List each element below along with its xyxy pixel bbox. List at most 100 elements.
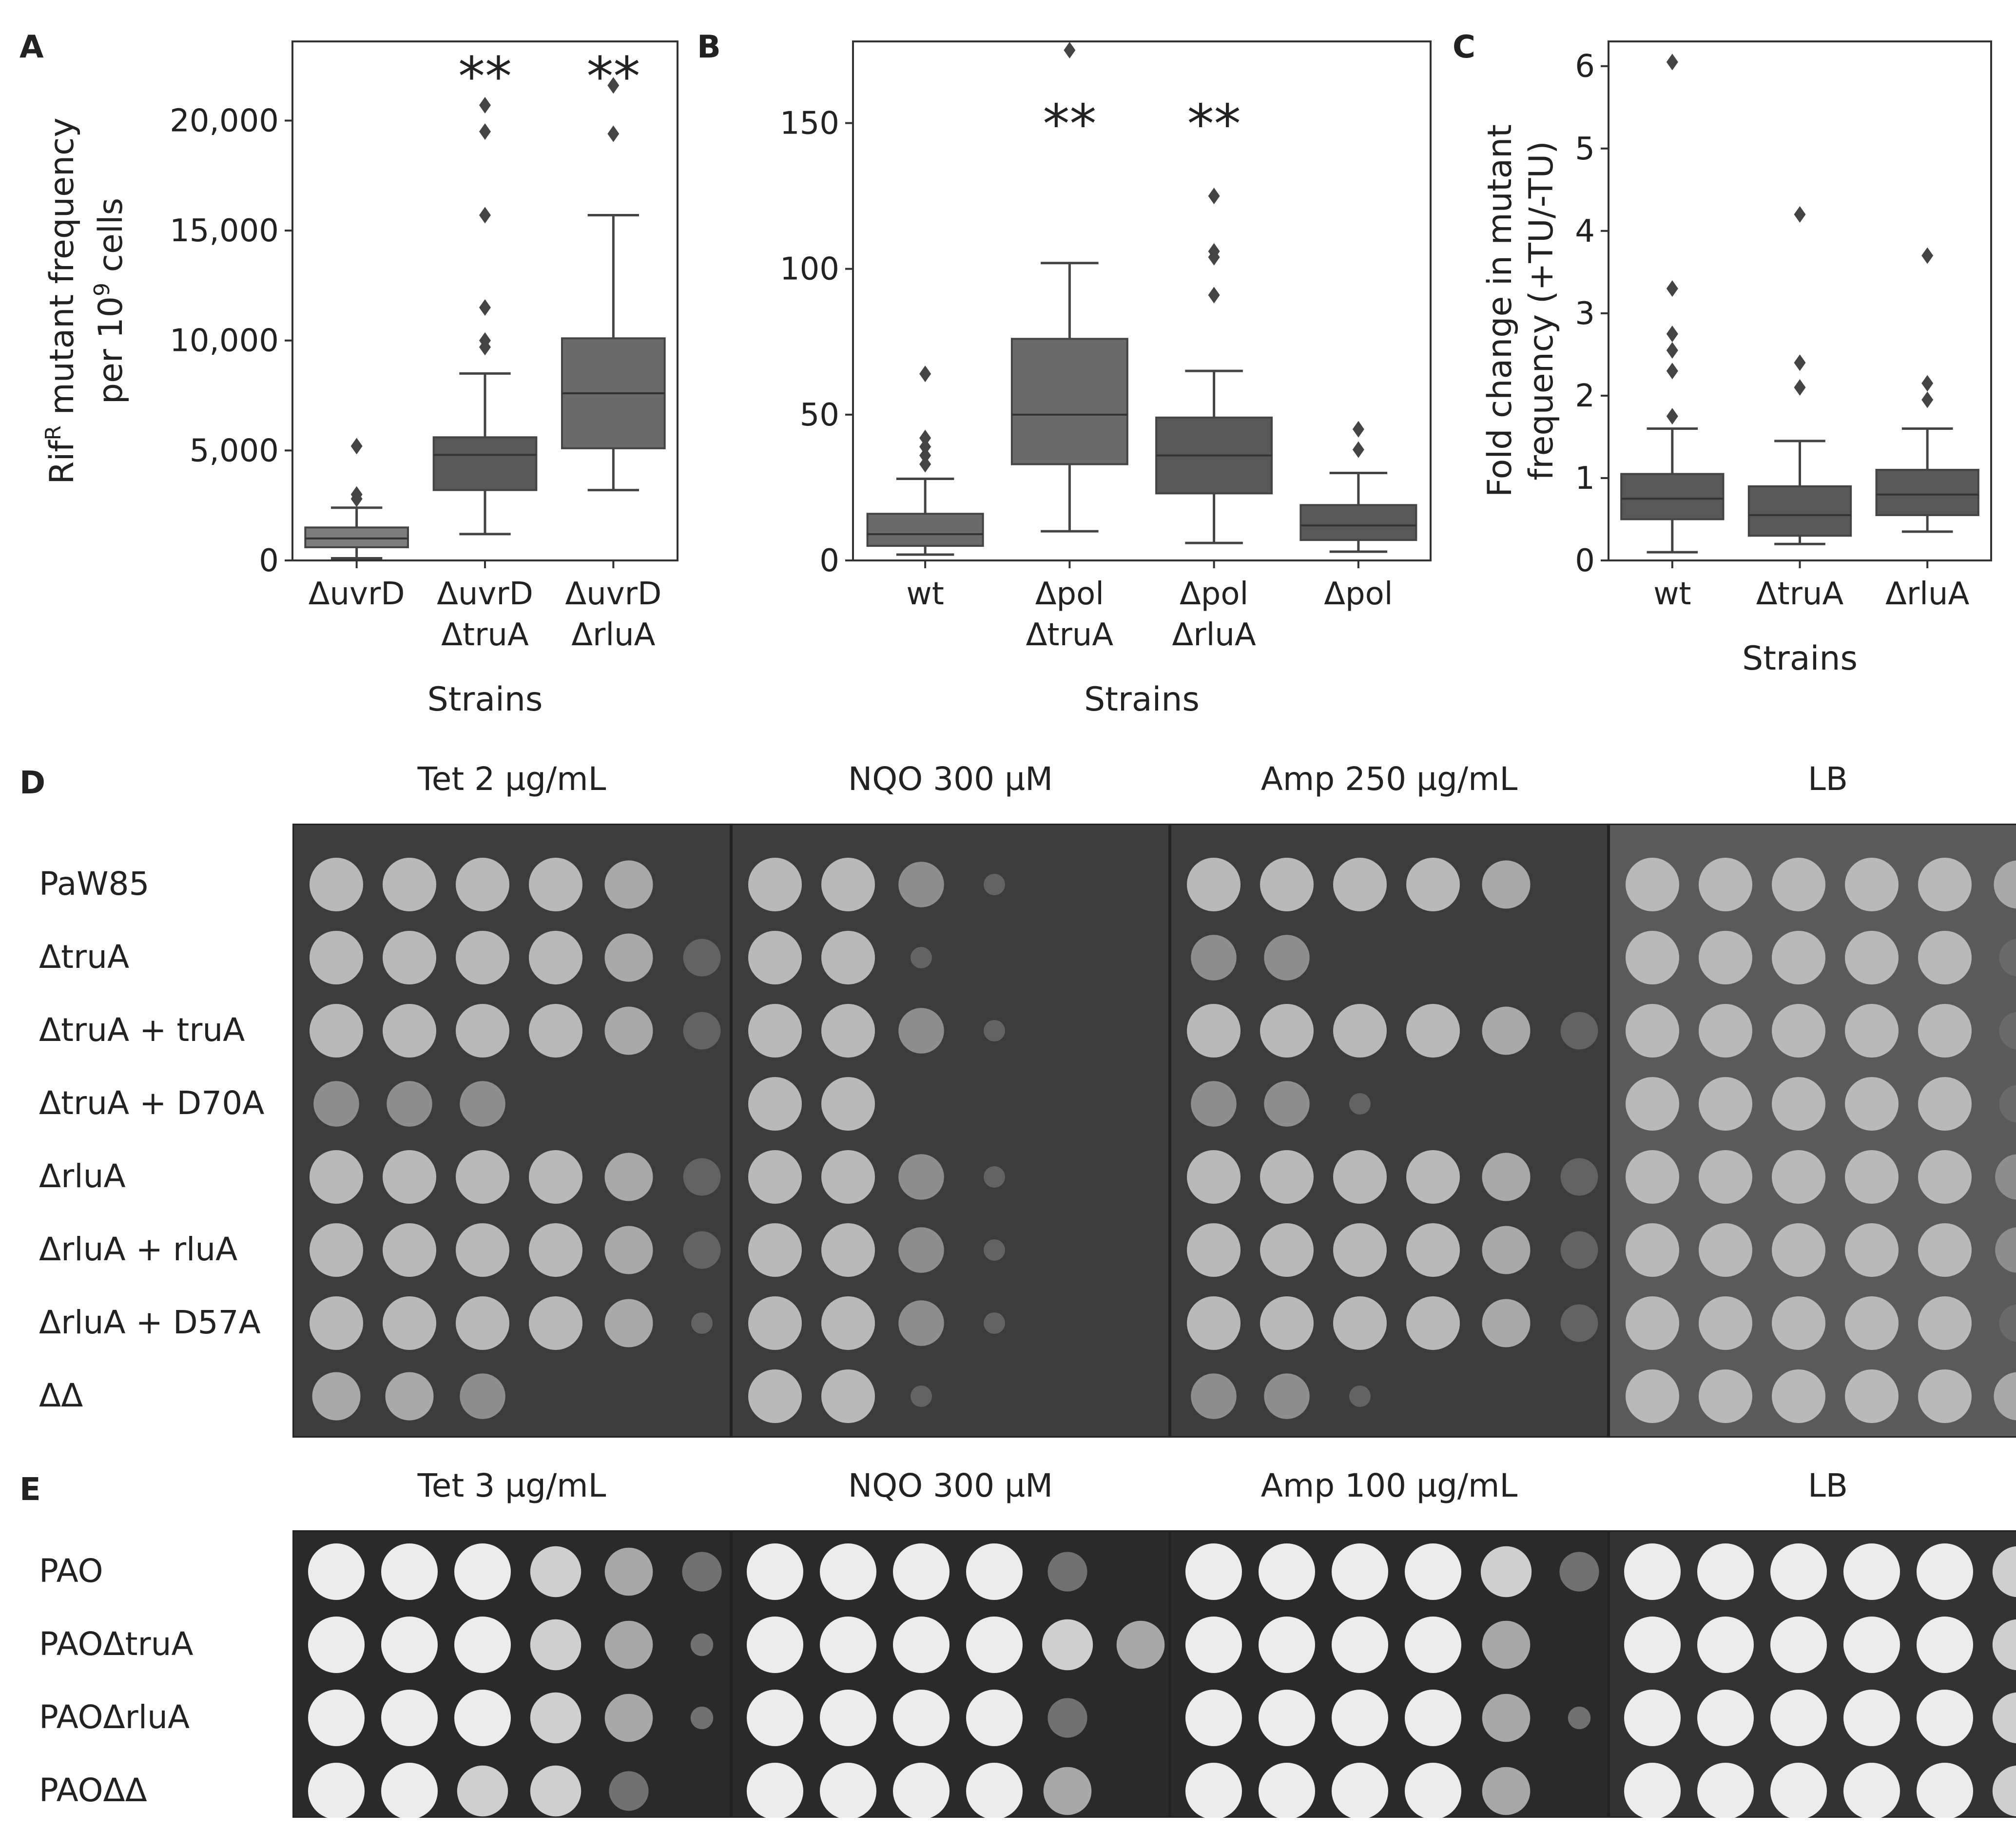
strain-label: ΔrluA + D57A — [39, 1304, 261, 1341]
y-tick-label: 150 — [780, 106, 839, 142]
outlier-point — [919, 456, 931, 473]
x-tick-label: ΔuvrD — [437, 576, 533, 612]
colony-spot — [1626, 1369, 1679, 1423]
outlier-point — [350, 438, 363, 455]
colony-spot — [387, 1081, 432, 1127]
panel-letter-e: E — [19, 1472, 41, 1508]
y-tick-label: 1 — [1575, 461, 1595, 497]
colony-spot — [1626, 1296, 1679, 1350]
colony-spot — [1843, 1617, 1900, 1673]
colony-spot — [1560, 1231, 1598, 1269]
colony-spot — [748, 1004, 802, 1058]
strain-label: ΔrluA + rluA — [39, 1231, 238, 1268]
x-tick-label: Δpol — [1324, 576, 1393, 612]
colony-spot — [893, 1543, 950, 1600]
colony-spot — [683, 1012, 721, 1050]
x-tick-label: ΔrluA — [1172, 617, 1256, 653]
colony-spot — [1260, 858, 1314, 911]
plate — [730, 824, 1171, 1438]
x-axis-label: Strains — [427, 680, 543, 719]
colony-spot — [1482, 1620, 1531, 1669]
colony-spot — [1772, 1296, 1825, 1350]
colony-spot — [1697, 1543, 1754, 1600]
colony-spot — [1845, 931, 1899, 984]
colony-spot — [1482, 1006, 1531, 1055]
y-tick-label: 20,000 — [170, 103, 279, 139]
colony-spot — [747, 1543, 803, 1600]
colony-spot — [1259, 1617, 1315, 1673]
colony-spot — [683, 939, 721, 977]
colony-spot — [383, 1004, 436, 1058]
colony-spot — [1332, 1617, 1388, 1673]
outlier-point — [479, 123, 491, 140]
colony-spot — [529, 858, 582, 911]
colony-spot — [1999, 939, 2016, 977]
y-tick-label: 100 — [780, 251, 839, 288]
colony-spot — [1699, 1369, 1752, 1423]
colony-spot — [1047, 1552, 1087, 1592]
colony-spot — [1332, 1543, 1388, 1600]
colony-spot — [530, 1692, 582, 1744]
colony-spot — [1843, 1690, 1900, 1746]
box — [304, 526, 409, 548]
panel-letter-a: A — [19, 29, 44, 65]
colony-spot — [308, 1543, 365, 1600]
colony-spot — [1405, 1543, 1461, 1600]
colony-spot — [821, 1004, 875, 1058]
colony-spot — [381, 1617, 438, 1673]
outlier-point — [1666, 54, 1678, 71]
colony-spot — [1917, 1763, 1973, 1818]
colony-spot — [604, 1153, 653, 1201]
colony-spot — [1843, 1543, 1900, 1600]
colony-spot — [308, 1617, 365, 1673]
outlier-point — [1666, 408, 1678, 425]
chart-b: 0 50 100 150 wt ** Δpol ΔtruA ** Δpol ΔrluA Δpol Str… — [780, 40, 1432, 719]
spot-grid — [292, 1530, 2016, 1818]
outlier-point — [919, 447, 931, 464]
colony-spot — [1772, 1369, 1825, 1423]
colony-spot — [1482, 1226, 1531, 1274]
box — [1747, 485, 1852, 537]
y-tick-label: 2 — [1575, 378, 1595, 414]
colony-spot — [898, 862, 944, 907]
colony-spot — [1995, 1227, 2016, 1273]
colony-spot — [1560, 1304, 1598, 1342]
colony-spot — [1697, 1763, 1754, 1818]
colony-spot — [1332, 1690, 1388, 1746]
outlier-point — [1666, 326, 1678, 343]
colony-spot — [1918, 1004, 1972, 1058]
colony-spot — [1697, 1617, 1754, 1673]
colony-spot — [821, 858, 875, 911]
colony-spot — [747, 1690, 803, 1746]
significance-marker: ** — [1043, 93, 1096, 155]
colony-spot — [1559, 1552, 1599, 1592]
colony-spot — [529, 1223, 582, 1277]
x-tick-label: wt — [1653, 576, 1691, 612]
colony-spot — [1482, 1767, 1531, 1815]
colony-spot — [1845, 1296, 1899, 1350]
colony-spot — [1626, 1004, 1679, 1058]
box — [432, 436, 538, 491]
colony-spot — [683, 1231, 721, 1269]
colony-spot — [966, 1543, 1023, 1600]
colony-spot — [1770, 1543, 1827, 1600]
panel-letter-d: D — [19, 765, 46, 801]
x-tick-label: ΔtruA — [1026, 617, 1114, 653]
spot-grid — [292, 824, 2016, 1438]
colony-spot — [1260, 1223, 1314, 1277]
colony-spot — [747, 1763, 803, 1818]
plate-photo-strip — [292, 1530, 2016, 1818]
colony-spot — [1770, 1690, 1827, 1746]
outlier-point — [1208, 243, 1220, 260]
plate — [1168, 824, 1610, 1438]
y-tick-label: 15,000 — [170, 213, 279, 249]
colony-spot — [456, 931, 509, 984]
outlier-point — [479, 207, 491, 224]
colony-spot — [748, 931, 802, 984]
colony-spot — [911, 1386, 932, 1407]
colony-spot — [1047, 1698, 1087, 1738]
plate-photo-strip — [292, 824, 2016, 1438]
colony-spot — [1482, 1694, 1531, 1742]
colony-spot — [1918, 1223, 1972, 1277]
outlier-point — [350, 486, 363, 503]
